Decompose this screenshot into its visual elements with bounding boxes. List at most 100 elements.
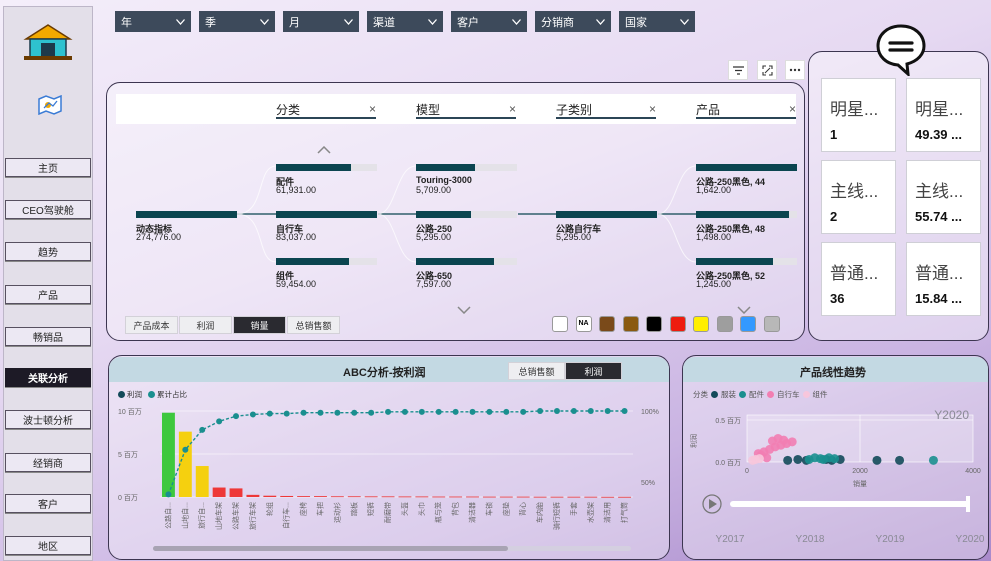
filter-dropdown-6[interactable]: 国家: [619, 11, 695, 32]
cumulative-point[interactable]: [300, 409, 307, 416]
cumulative-point[interactable]: [249, 411, 256, 418]
cumulative-point[interactable]: [233, 413, 240, 420]
measure-tab-3[interactable]: 总销售额: [287, 316, 340, 334]
cumulative-point[interactable]: [553, 408, 560, 414]
color-swatch-0[interactable]: [552, 316, 568, 332]
chevron-down-icon[interactable]: [457, 301, 471, 319]
measure-tab-0[interactable]: 产品成本: [125, 316, 178, 334]
product-node-0-bar[interactable]: [696, 164, 797, 171]
model-node-0-bar[interactable]: [416, 164, 517, 171]
play-icon[interactable]: [702, 494, 722, 514]
level-header-1[interactable]: 模型: [416, 101, 516, 119]
abc-bar[interactable]: [533, 496, 547, 498]
legend-label[interactable]: 配件: [749, 390, 764, 399]
cumulative-point[interactable]: [165, 491, 172, 498]
color-swatch-8[interactable]: [740, 316, 756, 332]
abc-bar[interactable]: [499, 496, 513, 498]
cumulative-point[interactable]: [182, 446, 189, 453]
abc-bar[interactable]: [550, 496, 564, 498]
kpi-card-0[interactable]: 明星... 1: [821, 78, 896, 152]
root-node-bar[interactable]: [136, 211, 237, 218]
product-node-2-bar[interactable]: [696, 258, 797, 265]
cumulative-point[interactable]: [621, 408, 628, 414]
level-header-3[interactable]: 产品: [696, 101, 796, 119]
abc-scrollbar[interactable]: [153, 546, 631, 551]
cumulative-point[interactable]: [520, 408, 527, 415]
abc-bar[interactable]: [195, 466, 209, 497]
scatter-point[interactable]: [779, 435, 789, 445]
measure-tab-2[interactable]: 销量: [233, 316, 286, 334]
color-swatch-5[interactable]: [669, 316, 686, 332]
scatter-point[interactable]: [783, 455, 793, 465]
product-node-1-bar[interactable]: [696, 211, 797, 218]
sidebar-item-8[interactable]: 客户: [5, 494, 91, 513]
abc-bar[interactable]: [567, 496, 581, 498]
abc-scrollbar-thumb[interactable]: [153, 546, 508, 551]
abc-bar[interactable]: [584, 496, 598, 498]
abc-bar[interactable]: [398, 496, 412, 498]
cumulative-point[interactable]: [317, 409, 324, 416]
cumulative-point[interactable]: [334, 409, 341, 416]
model-node-2-bar[interactable]: [416, 258, 517, 265]
filter-dropdown-1[interactable]: 季: [199, 11, 275, 32]
abc-bar[interactable]: [263, 495, 277, 497]
abc-legend-item-0[interactable]: 利润: [118, 389, 142, 400]
abc-bar[interactable]: [364, 496, 378, 498]
color-swatch-4[interactable]: [646, 316, 662, 332]
kpi-card-1[interactable]: 明星... 49.39 ...: [906, 78, 981, 152]
sidebar-item-5[interactable]: 关联分析: [5, 368, 91, 387]
abc-bar[interactable]: [212, 487, 226, 497]
kpi-card-5[interactable]: 普通... 15.84 ...: [906, 242, 981, 316]
cumulative-point[interactable]: [604, 408, 611, 414]
abc-bar[interactable]: [601, 496, 615, 498]
color-swatch-3[interactable]: [622, 316, 639, 332]
filter-icon[interactable]: [728, 60, 748, 80]
abc-bar[interactable]: [314, 496, 327, 497]
abc-bar[interactable]: [449, 496, 463, 498]
legend-label[interactable]: 服装: [721, 390, 736, 399]
abc-bar[interactable]: [297, 496, 311, 497]
filter-dropdown-4[interactable]: 客户: [451, 11, 527, 32]
cumulative-point[interactable]: [351, 409, 358, 416]
scatter-point[interactable]: [872, 455, 882, 465]
abc-bar[interactable]: [381, 496, 395, 498]
color-swatch-7[interactable]: [716, 316, 733, 332]
sidebar-item-2[interactable]: 趋势: [5, 242, 91, 261]
legend-label[interactable]: 自行车: [777, 390, 800, 399]
filter-dropdown-0[interactable]: 年: [115, 11, 191, 32]
scatter-point[interactable]: [793, 454, 803, 464]
cumulative-point[interactable]: [385, 408, 392, 415]
scatter-point[interactable]: [754, 454, 764, 464]
kpi-card-4[interactable]: 普通... 36: [821, 242, 896, 316]
kpi-card-3[interactable]: 主线... 55.74 ...: [906, 160, 981, 234]
color-swatch-2[interactable]: [599, 316, 615, 332]
abc-bar[interactable]: [162, 412, 175, 497]
abc-bar[interactable]: [482, 496, 496, 498]
timeline-label[interactable]: Y2019: [876, 534, 905, 545]
model-node-1-bar[interactable]: [416, 211, 517, 218]
subcategory-node-0-bar[interactable]: [556, 211, 657, 218]
cumulative-point[interactable]: [418, 408, 425, 415]
abc-bar[interactable]: [432, 496, 446, 498]
cumulative-point[interactable]: [266, 410, 273, 417]
level-header-0[interactable]: 分类: [276, 101, 376, 119]
timeline-thumb[interactable]: [966, 496, 970, 512]
scatter-point[interactable]: [762, 453, 772, 463]
cumulative-point[interactable]: [368, 409, 375, 416]
cumulative-point[interactable]: [503, 408, 510, 415]
color-swatch-9[interactable]: [763, 316, 780, 332]
abc-bar[interactable]: [618, 496, 631, 498]
abc-legend-item-1[interactable]: 累计占比: [148, 389, 187, 400]
sidebar-item-0[interactable]: 主页: [5, 158, 91, 177]
cumulative-point[interactable]: [486, 408, 493, 415]
level-header-2[interactable]: 子类别: [556, 101, 656, 119]
cumulative-point[interactable]: [469, 408, 476, 415]
abc-bar[interactable]: [229, 488, 243, 497]
sidebar-item-1[interactable]: CEO驾驶舱: [5, 200, 91, 219]
chevron-up-icon[interactable]: [317, 141, 331, 159]
close-icon[interactable]: ×: [369, 102, 377, 116]
scatter-point[interactable]: [928, 455, 938, 465]
timeline-label[interactable]: Y2017: [716, 534, 745, 545]
measure-tab-1[interactable]: 利润: [179, 316, 232, 334]
abc-toggle-1[interactable]: 利润: [565, 362, 622, 380]
